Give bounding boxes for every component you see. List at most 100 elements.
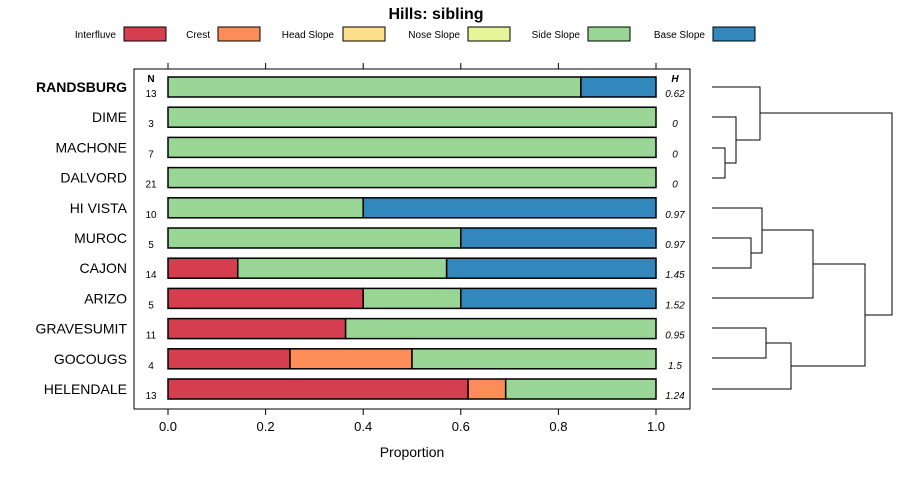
bar-row-dime: DIME 3 0	[92, 106, 678, 130]
row-h-value: 0.62	[665, 89, 685, 100]
row-n-value: 4	[148, 361, 154, 372]
row-n-value: 5	[148, 240, 154, 251]
h-column-header: H	[671, 74, 679, 85]
bar-segment-crest	[289, 348, 413, 370]
bar-row-muroc: MUROC 5 0.97	[74, 227, 685, 251]
bar-row-randsburg: RANDSBURG 13 0.62	[36, 76, 685, 100]
bar-segment-interfluve	[167, 287, 364, 310]
bar-segment-side-slope	[167, 106, 657, 128]
row-n-value: 14	[145, 270, 157, 281]
plot-frame	[133, 68, 691, 410]
x-tick-label: 0.8	[549, 419, 567, 434]
bar-segment-side-slope	[344, 317, 657, 340]
legend-label-nose-slope: Nose Slope	[408, 30, 460, 41]
legend-swatch-nose-slope	[467, 26, 511, 42]
bar-segment-interfluve	[167, 317, 347, 340]
row-h-value: 0.97	[665, 240, 685, 251]
bar-row-dalvord: DALVORD 21 0	[60, 166, 678, 191]
bar-segment-side-slope	[167, 166, 657, 189]
bar-segment-side-slope	[167, 136, 657, 159]
legend-label-interfluve: Interfluve	[75, 30, 117, 41]
bar-segment-base-slope	[460, 227, 657, 249]
bar-segment-side-slope	[167, 197, 364, 219]
bar-segment-side-slope	[362, 287, 462, 310]
row-n-value: 13	[145, 391, 157, 402]
dendrogram-branch	[712, 342, 792, 390]
bar-segment-base-slope	[460, 287, 657, 310]
legend-label-head-slope: Head Slope	[282, 30, 335, 41]
x-tick-label: 0.0	[159, 419, 177, 434]
bar-row-gocougs: GOCOUGS 4 1.5	[54, 348, 682, 372]
bar-segment-side-slope	[167, 227, 462, 249]
bar-segment-interfluve	[167, 378, 469, 400]
dendrogram-branch	[712, 116, 737, 164]
bar-segment-base-slope	[445, 257, 657, 279]
bar-segment-crest	[467, 378, 507, 400]
bar-row-machone: MACHONE 7 0	[55, 136, 678, 160]
dendrogram-branch	[791, 263, 866, 367]
row-h-value: 1.5	[668, 361, 682, 372]
dendrogram	[712, 86, 893, 390]
bar-segment-side-slope	[167, 76, 582, 98]
row-label: HELENDALE	[44, 381, 127, 397]
bar-segment-base-slope	[362, 197, 657, 219]
row-n-value: 11	[146, 331, 157, 342]
legend-swatch-side-slope	[587, 26, 631, 42]
dendrogram-branch	[712, 147, 726, 179]
legend-label-crest: Crest	[186, 30, 210, 41]
bar-rows: RANDSBURG 13 0.62 DIME 3 0 MACHONE 7 0 DALVORD 21 0…	[35, 76, 685, 402]
bar-row-cajon: CAJON 14 1.45	[80, 257, 685, 281]
row-label: GOCOUGS	[54, 351, 127, 367]
x-tick-label: 0.6	[452, 419, 470, 434]
row-h-value: 0.97	[665, 210, 685, 221]
row-h-value: 1.45	[665, 270, 685, 281]
legend-swatch-crest	[217, 26, 261, 42]
row-label: HI VISTA	[70, 200, 128, 216]
bar-segment-interfluve	[167, 348, 291, 370]
row-n-value: 13	[145, 89, 157, 100]
row-label: RANDSBURG	[36, 79, 127, 95]
row-h-value: 0	[672, 119, 678, 130]
bar-row-gravesumit: GRAVESUMIT 11 0.95	[35, 317, 685, 342]
legend-swatch-interfluve	[123, 26, 167, 42]
dendrogram-branch	[712, 237, 752, 269]
row-h-value: 0	[672, 149, 678, 160]
row-label: DALVORD	[60, 170, 127, 186]
legend: Interfluve Crest Head Slope Nose Slope Side …	[75, 26, 756, 42]
n-column-header: N	[147, 74, 154, 85]
row-label: DIME	[92, 109, 127, 125]
bar-row-arizo: ARIZO 5 1.52	[84, 287, 685, 311]
bar-row-hi-vista: HI VISTA 10 0.97	[70, 197, 685, 221]
row-h-value: 1.52	[665, 300, 685, 311]
row-n-value: 7	[148, 149, 154, 160]
row-n-value: 10	[145, 210, 157, 221]
dendrogram-branch	[712, 207, 763, 254]
row-label: CAJON	[80, 260, 127, 276]
dendrogram-branch	[760, 112, 893, 316]
bar-segment-side-slope	[504, 378, 657, 400]
x-tick-label: 0.2	[257, 419, 275, 434]
legend-label-side-slope: Side Slope	[532, 30, 581, 41]
row-label: MUROC	[74, 230, 127, 246]
row-n-value: 21	[145, 180, 157, 191]
bar-row-helendale: HELENDALE 13 1.24	[44, 378, 685, 402]
row-label: GRAVESUMIT	[35, 321, 127, 337]
row-h-value: 0	[672, 180, 678, 191]
x-axis-label: Proportion	[380, 444, 445, 460]
x-axis: 0.0 0.2 0.4 0.6 0.8 1.0	[159, 63, 665, 434]
bar-segment-interfluve	[167, 257, 239, 279]
legend-swatch-head-slope	[342, 26, 386, 42]
bar-segment-side-slope	[411, 348, 657, 370]
x-tick-label: 0.4	[354, 419, 372, 434]
row-n-value: 3	[148, 119, 154, 130]
row-label: MACHONE	[55, 139, 127, 155]
row-n-value: 5	[148, 300, 154, 311]
row-h-value: 0.95	[665, 331, 685, 342]
chart-title: Hills: sibling	[388, 6, 483, 23]
dendrogram-branch	[712, 327, 767, 359]
bar-segment-base-slope	[580, 76, 657, 98]
x-tick-label: 1.0	[647, 419, 665, 434]
row-h-value: 1.24	[665, 391, 685, 402]
legend-label-base-slope: Base Slope	[654, 30, 706, 41]
